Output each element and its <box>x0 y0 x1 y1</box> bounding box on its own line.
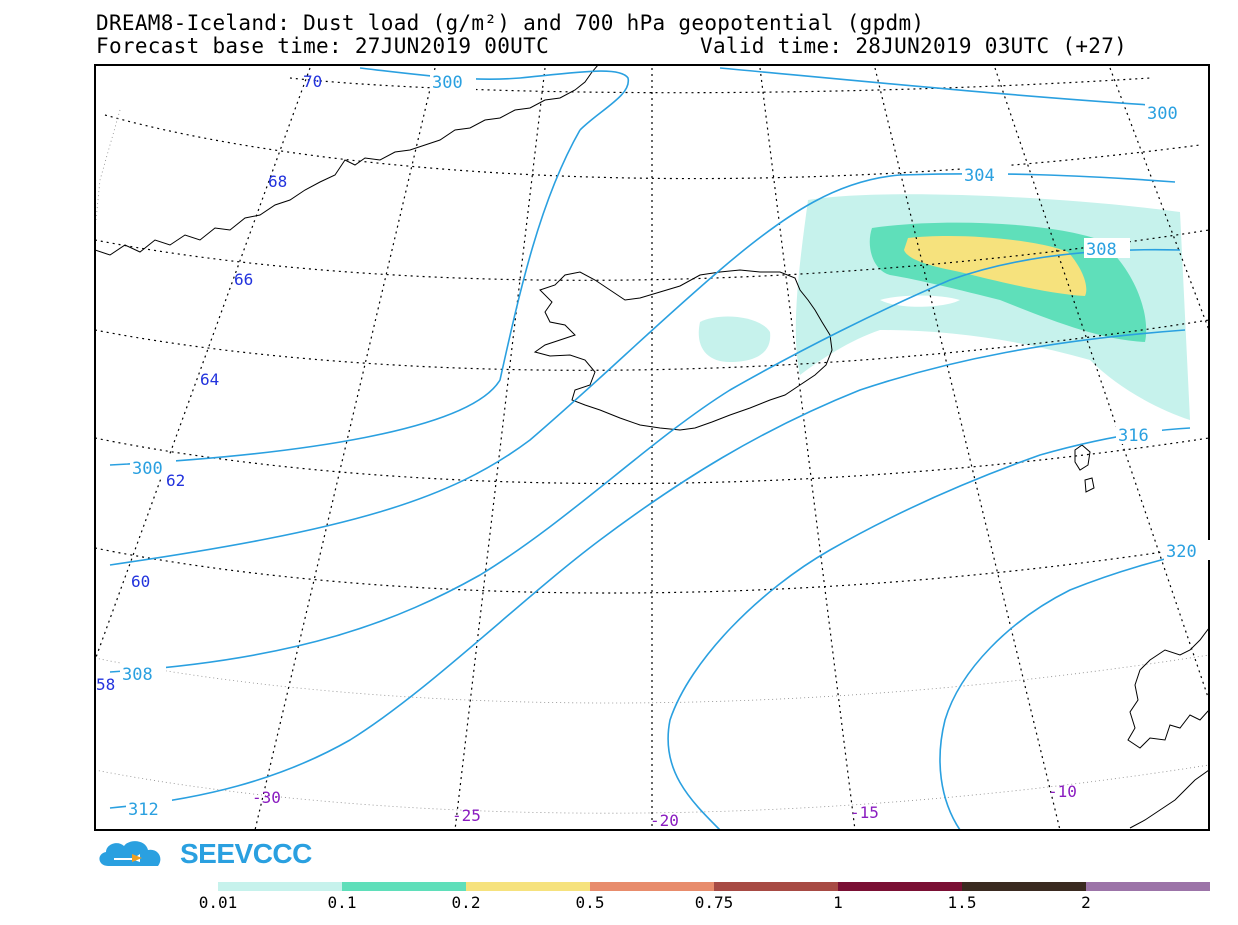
colorbar-tick-label: 0.75 <box>694 893 734 912</box>
colorbar-bin-7 <box>962 882 1086 891</box>
lon-label-minus30: -30 <box>252 788 281 807</box>
contour-label-308: 308 <box>1086 240 1117 260</box>
parallel-58 <box>95 654 1209 704</box>
parallel-56 <box>95 764 1209 814</box>
contour-300-west <box>109 129 581 466</box>
colorbar-tick-label: 1.5 <box>947 893 977 912</box>
colorbar-bin-4 <box>590 882 714 891</box>
colorbar-bin-2 <box>342 882 466 891</box>
colorbar-tick-label: 0.01 <box>198 893 238 912</box>
longitude-labels: -30 -25 -20 -15 -10 <box>252 782 1077 830</box>
contour-label-308-sw: 308 <box>122 665 153 685</box>
longitude-lines <box>95 67 1209 830</box>
norway-coast <box>1127 627 1209 749</box>
contour-labels: 300 300 304 308 300 316 320 308 312 <box>120 71 1210 820</box>
dust-gap <box>880 295 960 307</box>
contour-label-304: 304 <box>964 166 995 186</box>
lat-label-64: 64 <box>200 370 219 389</box>
colorbar-tick-label: 0.1 <box>327 893 357 912</box>
lat-label-62: 62 <box>166 471 185 490</box>
contour-320 <box>939 549 1201 830</box>
lon-label-minus15: -15 <box>850 803 879 822</box>
contour-300-ne <box>719 67 1191 111</box>
colorbar-bin-3 <box>466 882 590 891</box>
meridian-minus15 <box>759 67 856 830</box>
colorbar-bin-6 <box>838 882 962 891</box>
contour-label-300-top: 300 <box>432 73 463 93</box>
meridian-minus25 <box>454 67 546 830</box>
chart-title: DREAM8-Iceland: Dust load (g/m²) and 700… <box>96 11 925 35</box>
parallel-60 <box>95 544 1209 594</box>
contour-label-316: 316 <box>1118 426 1149 446</box>
valid-time: Valid time: 28JUN2019 03UTC (+27) <box>700 34 1128 58</box>
logo-text: SEEVCCC <box>180 838 312 869</box>
dust-area-low-iceland <box>698 316 771 362</box>
parallel-68 <box>104 114 1201 180</box>
latitude-lines <box>95 77 1209 594</box>
norway-coast-south <box>1129 769 1209 829</box>
lon-label-minus10: -10 <box>1048 782 1077 801</box>
iceland-coast <box>533 269 833 431</box>
seevccc-logo-icon <box>99 841 161 866</box>
lat-label-68: 68 <box>268 172 287 191</box>
latitude-lines-faint <box>95 109 1209 814</box>
contour-label-312: 312 <box>128 800 159 820</box>
lat-label-60: 60 <box>131 572 150 591</box>
contour-label-300-ne: 300 <box>1147 104 1178 124</box>
colorbar-tick-label: 0.5 <box>575 893 605 912</box>
contour-label-300-west: 300 <box>132 459 163 479</box>
map-frame <box>94 64 1210 831</box>
colorbar-tick-label: 0.2 <box>451 893 481 912</box>
colorbar-bin-8 <box>1086 882 1210 891</box>
faroe-coast <box>1074 444 1095 493</box>
lon-label-minus25: -25 <box>452 806 481 825</box>
parallel-62 <box>95 437 1209 485</box>
meridian-minus35 <box>95 67 311 661</box>
lon-label-minus20: -20 <box>650 811 679 830</box>
colorbar-tick-label: 1 <box>833 893 843 912</box>
greenland-east-ticks <box>95 109 121 231</box>
greenland-coast <box>95 65 599 256</box>
forecast-base-time: Forecast base time: 27JUN2019 00UTC <box>96 34 550 58</box>
meridian-minus30 <box>254 67 436 830</box>
colorbar-tick-label: 2 <box>1081 893 1091 912</box>
latitude-labels: 70 68 66 64 62 60 58 <box>96 72 322 694</box>
parallel-70 <box>289 77 1151 94</box>
lat-label-58: 58 <box>96 675 115 694</box>
contour-308 <box>109 248 1181 673</box>
colorbar-bin-1 <box>218 882 342 891</box>
contour-316 <box>667 427 1191 830</box>
lat-label-66: 66 <box>234 270 253 289</box>
parallel-66 <box>95 229 1209 281</box>
coastlines <box>95 65 1209 829</box>
contour-label-320: 320 <box>1166 542 1197 562</box>
lat-label-70: 70 <box>303 72 322 91</box>
parallel-64 <box>95 319 1209 371</box>
contour-312 <box>109 329 1186 809</box>
colorbar-bin-5 <box>714 882 838 891</box>
